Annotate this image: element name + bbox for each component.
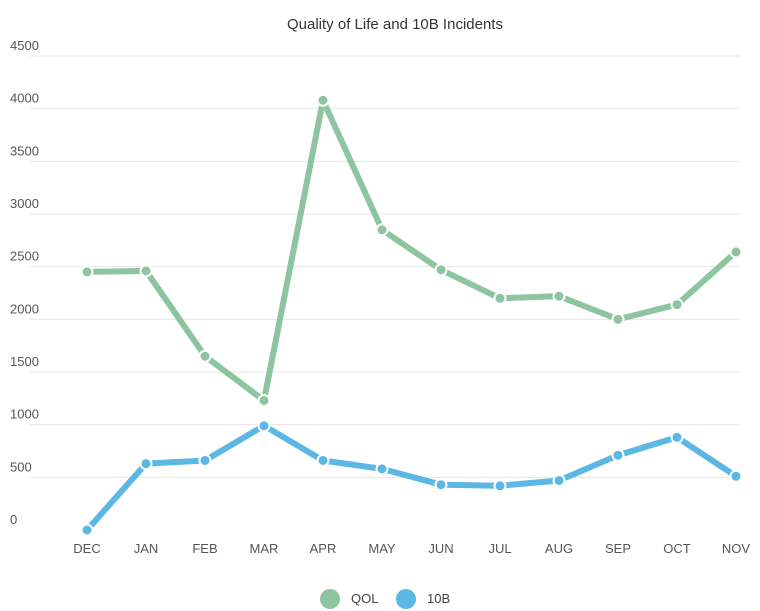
x-axis-ticks: DEC JAN FEB MAR APR MAY JUN JUL AUG SEP OCT NOV [73, 541, 750, 556]
x-tick-label: MAR [250, 541, 279, 556]
data-point-10b [375, 462, 389, 476]
series-layer [80, 93, 743, 537]
data-point-10b [139, 457, 153, 471]
y-tick-label: 2000 [10, 301, 39, 316]
series-line-10b [84, 422, 739, 533]
data-point-qol [198, 349, 212, 363]
y-tick-label: 3000 [10, 196, 39, 211]
x-tick-label: MAY [368, 541, 396, 556]
data-point-qol [670, 298, 684, 312]
data-point-10b [257, 419, 271, 433]
legend: QOL 10B [320, 589, 450, 609]
data-point-10b [670, 430, 684, 444]
y-tick-label: 2500 [10, 249, 39, 264]
data-point-10b [729, 469, 743, 483]
x-tick-label: AUG [545, 541, 573, 556]
y-tick-label: 500 [10, 459, 32, 474]
y-axis-ticks: 0 500 1000 1500 2000 2500 3000 3500 4000 4500 [10, 38, 39, 527]
legend-label-qol: QOL [351, 591, 378, 606]
x-tick-label: OCT [663, 541, 691, 556]
data-point-qol [375, 223, 389, 237]
y-tick-label: 1000 [10, 407, 39, 422]
y-tick-label: 0 [10, 512, 17, 527]
x-tick-label: JUN [428, 541, 453, 556]
data-point-qol [80, 265, 94, 279]
series-qol [80, 93, 743, 407]
data-point-10b [316, 453, 330, 467]
data-point-qol [139, 264, 153, 278]
legend-marker-qol [320, 589, 340, 609]
x-tick-label: JAN [134, 541, 159, 556]
x-tick-label: FEB [192, 541, 217, 556]
legend-item-qol: QOL [320, 589, 378, 609]
data-point-qol [493, 291, 507, 305]
x-tick-label: APR [310, 541, 337, 556]
data-point-10b [493, 479, 507, 493]
y-tick-label: 1500 [10, 354, 39, 369]
legend-item-10b: 10B [396, 589, 450, 609]
data-point-qol [434, 263, 448, 277]
data-point-10b [434, 478, 448, 492]
x-tick-label: JUL [488, 541, 511, 556]
y-tick-label: 4500 [10, 38, 39, 53]
x-tick-label: NOV [722, 541, 751, 556]
x-tick-label: DEC [73, 541, 100, 556]
series-line-qol [84, 97, 739, 404]
data-point-10b [552, 473, 566, 487]
y-tick-label: 3500 [10, 143, 39, 158]
legend-label-10b: 10B [427, 591, 450, 606]
data-point-qol [257, 393, 271, 407]
series-10b [80, 419, 743, 537]
legend-marker-10b [396, 589, 416, 609]
data-point-qol [729, 245, 743, 259]
data-point-10b [198, 453, 212, 467]
x-tick-label: SEP [605, 541, 631, 556]
data-point-qol [316, 93, 330, 107]
y-tick-label: 4000 [10, 91, 39, 106]
chart-title: Quality of Life and 10B Incidents [287, 16, 503, 33]
data-point-10b [611, 448, 625, 462]
data-point-qol [552, 289, 566, 303]
data-point-10b [80, 523, 94, 537]
data-point-qol [611, 312, 625, 326]
grid-layer [30, 55, 740, 478]
